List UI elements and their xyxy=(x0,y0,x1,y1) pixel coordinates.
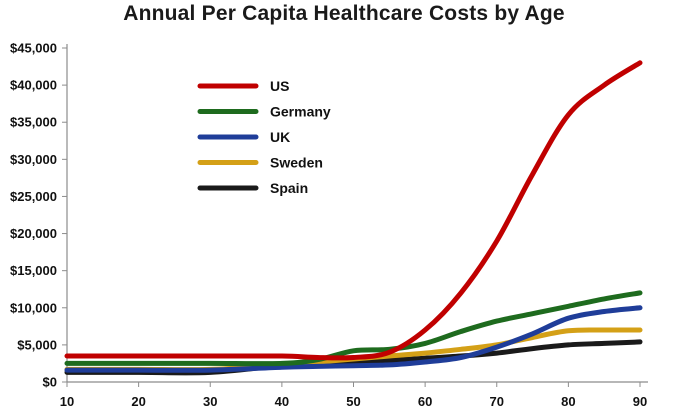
series-line-us xyxy=(64,60,643,361)
y-tick-label: $35,000 xyxy=(10,115,57,130)
x-tick-label: 30 xyxy=(203,394,217,409)
series-line-uk xyxy=(64,305,643,373)
y-tick-label: $45,000 xyxy=(10,41,57,56)
legend-label-spain: Spain xyxy=(270,180,308,196)
x-tick-label: 70 xyxy=(490,394,504,409)
x-tick-label: 10 xyxy=(60,394,74,409)
series-line-germany xyxy=(64,290,643,367)
legend-label-uk: UK xyxy=(270,129,290,145)
x-tick-label: 60 xyxy=(418,394,432,409)
y-tick-label: $40,000 xyxy=(10,78,57,93)
x-tick-label: 40 xyxy=(275,394,289,409)
x-tick-label: 80 xyxy=(561,394,575,409)
y-tick-label: $10,000 xyxy=(10,300,57,315)
y-tick-label: $25,000 xyxy=(10,189,57,204)
series-layer xyxy=(64,60,643,376)
axes: $0 $5,000 $10,000 $15,000 $20,000 $25,000 $30,… xyxy=(10,41,648,409)
y-tick-label: $0 xyxy=(43,375,57,390)
x-tick-label: 50 xyxy=(346,394,360,409)
legend-label-germany: Germany xyxy=(270,104,331,120)
y-tick-label: $20,000 xyxy=(10,226,57,241)
y-tick-label: $5,000 xyxy=(17,337,57,352)
y-tick-label: $30,000 xyxy=(10,152,57,167)
legend: US Germany UK Sweden Spain xyxy=(197,78,331,196)
legend-label-us: US xyxy=(270,78,289,94)
y-tick-label: $15,000 xyxy=(10,263,57,278)
x-tick-label: 20 xyxy=(131,394,145,409)
x-tick-label: 90 xyxy=(633,394,647,409)
legend-label-sweden: Sweden xyxy=(270,155,323,171)
chart-title: Annual Per Capita Healthcare Costs by Ag… xyxy=(123,2,565,25)
